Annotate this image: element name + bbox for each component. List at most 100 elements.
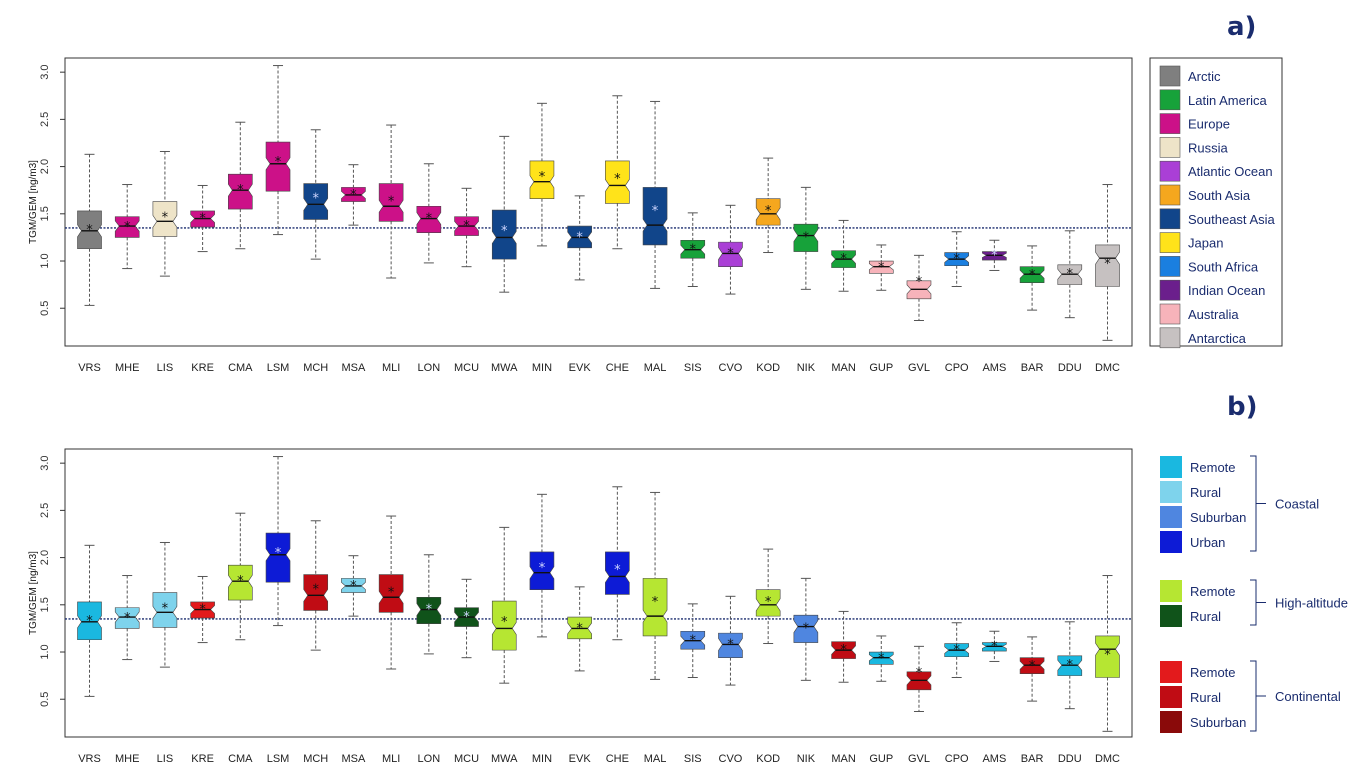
- mean-marker: *: [727, 246, 734, 261]
- x-tick-label: MAL: [644, 362, 667, 374]
- legend-item: Japan: [1159, 232, 1223, 253]
- x-tick-label: KRE: [191, 362, 214, 374]
- mean-marker: *: [124, 611, 131, 626]
- panel-a: a) TGM/GEM [ng/m3] 0.5 1.0 1.5 2.0 2.5 3.0 * *…: [28, 12, 1283, 374]
- panel-b-plot-frame: [64, 448, 1133, 738]
- x-tick-label: MIN: [532, 753, 552, 762]
- legend-item: Indian Ocean: [1159, 279, 1265, 301]
- box-vrs: *: [77, 544, 102, 697]
- box-mal: *: [642, 491, 668, 680]
- mean-marker: *: [388, 195, 395, 210]
- mean-marker: *: [1067, 267, 1074, 282]
- panel-a-label: a): [1227, 12, 1256, 42]
- box-body: [303, 183, 329, 220]
- box-body: [152, 201, 178, 237]
- legend-item: Remote: [1160, 661, 1236, 683]
- legend-label: Rural: [1190, 609, 1221, 624]
- legend-swatch: [1160, 506, 1182, 528]
- x-tick-label: KOD: [756, 753, 780, 762]
- box-body: [605, 551, 630, 595]
- mean-marker: *: [1029, 659, 1036, 674]
- legend-swatch: [1160, 661, 1182, 683]
- x-tick-label: MLI: [382, 362, 400, 374]
- legend-label: Europe: [1188, 117, 1230, 132]
- box-body: [793, 614, 819, 643]
- legend-swatch: [1159, 137, 1181, 158]
- box-che: *: [605, 95, 630, 250]
- y-tick-label: 1.5: [39, 206, 51, 221]
- legend-swatch: [1160, 711, 1182, 733]
- box-body: [416, 205, 442, 233]
- y-tick-label: 3.0: [39, 456, 51, 471]
- box-nik: *: [793, 186, 819, 290]
- box-gvl: *: [906, 645, 932, 713]
- mean-marker: *: [690, 634, 697, 649]
- legend-item: Latin America: [1159, 89, 1268, 111]
- box-gup: *: [868, 635, 894, 682]
- box-lsm: *: [265, 65, 291, 236]
- x-tick-label: LON: [418, 753, 441, 762]
- box-vrs: *: [77, 153, 102, 306]
- box-body: [529, 551, 555, 590]
- y-tick-label: 2.5: [39, 503, 51, 518]
- mean-marker: *: [162, 211, 169, 226]
- x-tick-label: MHE: [115, 753, 139, 762]
- x-tick-label: KOD: [756, 362, 780, 374]
- box-lis: *: [152, 541, 178, 668]
- mean-marker: *: [275, 546, 282, 561]
- legend-label: Latin America: [1188, 93, 1268, 108]
- x-tick-label: LSM: [267, 362, 290, 374]
- box-mch: *: [303, 129, 329, 260]
- panel-b-label: b): [1227, 392, 1258, 422]
- box-mcu: *: [454, 187, 479, 268]
- mean-marker: *: [1104, 257, 1111, 272]
- mean-marker: *: [463, 610, 470, 625]
- x-tick-label: LIS: [157, 753, 174, 762]
- x-tick-label: MCH: [303, 753, 328, 762]
- legend-swatch: [1160, 580, 1182, 602]
- box-mal: *: [642, 100, 668, 289]
- x-tick-label: AMS: [982, 753, 1006, 762]
- box-cma: *: [228, 512, 253, 641]
- box-min: *: [529, 493, 555, 638]
- panel-b-y-axis-label: TGM/GEM [ng/m3]: [28, 551, 39, 635]
- box-body: [491, 209, 517, 260]
- mean-marker: *: [388, 586, 395, 601]
- legend-label: Suburban: [1190, 510, 1246, 525]
- mean-marker: *: [803, 230, 810, 245]
- legend-item: Suburban: [1160, 506, 1246, 528]
- box-body: [491, 600, 517, 651]
- x-tick-label: DMC: [1095, 362, 1120, 374]
- x-tick-label: MLI: [382, 753, 400, 762]
- x-tick-label: VRS: [78, 753, 101, 762]
- legend-label: South Asia: [1188, 188, 1251, 203]
- box-cvo: *: [718, 204, 743, 295]
- mean-marker: *: [199, 212, 206, 227]
- box-body: [77, 210, 102, 250]
- legend-swatch: [1159, 184, 1181, 206]
- panel-a-y-axis-label: TGM/GEM [ng/m3]: [28, 160, 39, 244]
- x-tick-label: CPO: [945, 362, 969, 374]
- legend-group-label: Coastal: [1275, 497, 1319, 512]
- y-tick-label: 2.0: [39, 159, 51, 174]
- x-tick-label: MSA: [342, 362, 367, 374]
- box-lis: *: [152, 150, 178, 277]
- x-tick-label: LIS: [157, 362, 174, 374]
- box-gvl: *: [906, 254, 932, 322]
- mean-marker: *: [501, 615, 508, 630]
- box-body: [152, 592, 178, 628]
- box-body: [228, 564, 253, 601]
- mean-marker: *: [275, 155, 282, 170]
- legend-item: Australia: [1159, 303, 1239, 325]
- mean-marker: *: [765, 204, 772, 219]
- x-tick-label: EVK: [569, 753, 592, 762]
- legend-swatch: [1159, 256, 1181, 277]
- box-body: [755, 589, 781, 617]
- x-tick-label: CPO: [945, 753, 969, 762]
- legend-swatch: [1159, 160, 1181, 182]
- x-tick-label: CMA: [228, 753, 253, 762]
- x-tick-label: BAR: [1021, 362, 1044, 374]
- legend-label: Australia: [1188, 307, 1239, 322]
- legend-item: South Asia: [1159, 184, 1251, 206]
- bracket-line: [1250, 455, 1257, 552]
